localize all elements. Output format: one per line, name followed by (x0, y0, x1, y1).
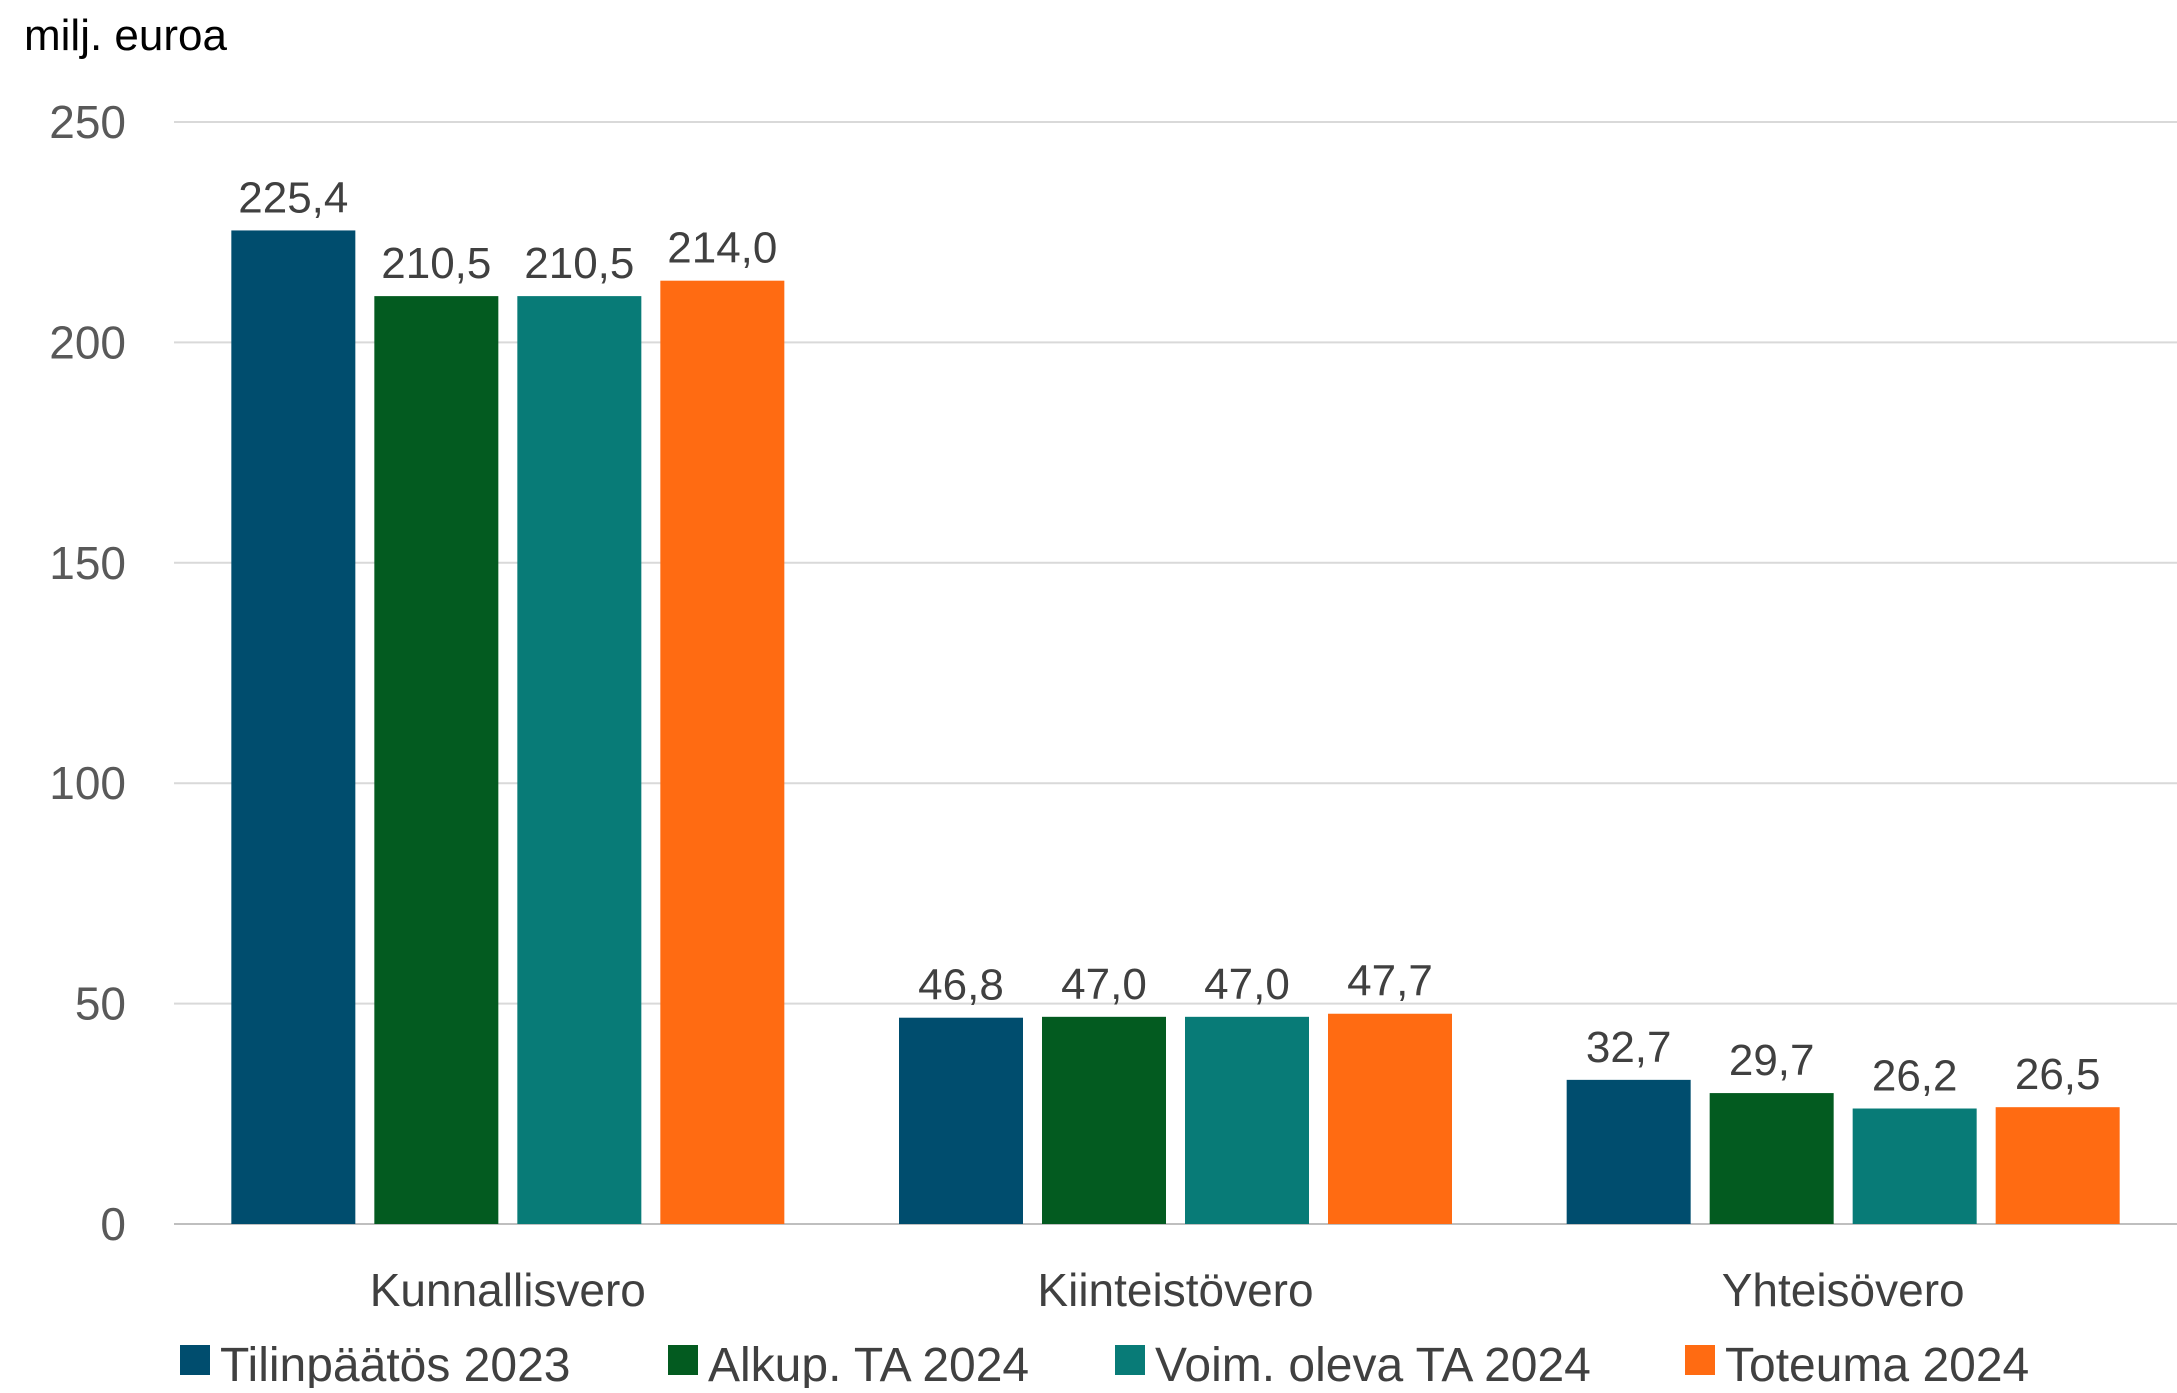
data-label: 32,7 (1586, 1023, 1672, 1072)
legend-label: Alkup. TA 2024 (708, 1339, 1029, 1388)
x-axis-categories: Kunnallisvero Kiinteistövero Yhteisövero (370, 1264, 1965, 1316)
data-label: 47,7 (1347, 957, 1433, 1006)
unit-label: milj. euroa (24, 11, 227, 60)
gridlines (174, 121, 2177, 1225)
data-label: 46,8 (918, 961, 1004, 1010)
legend: Tilinpäätös 2023 Alkup. TA 2024 Voim. olev… (180, 1339, 2029, 1392)
bars (231, 230, 2120, 1225)
legend-label: Tilinpäätös 2023 (220, 1339, 570, 1388)
x-category-label: Kiinteistövero (1037, 1264, 1313, 1316)
bar (1042, 1016, 1166, 1224)
y-tick-label: 150 (49, 537, 126, 589)
bar (1852, 1108, 1977, 1224)
x-category-label: Kunnallisvero (370, 1264, 646, 1316)
data-labels: 225,4 210,5 210,5 214,0 46,8 47,0 47,0 47,7 32,7… (238, 173, 2100, 1100)
legend-swatch (180, 1345, 210, 1375)
legend-swatch (1115, 1345, 1145, 1375)
bar (1709, 1093, 1834, 1224)
legend-label: Voim. oleva TA 2024 (1155, 1339, 1591, 1388)
bar (1328, 1013, 1452, 1224)
data-label: 47,0 (1204, 960, 1290, 1009)
data-label: 26,2 (1872, 1052, 1958, 1101)
bar (231, 230, 356, 1225)
data-label: 214,0 (667, 224, 777, 273)
data-label: 225,4 (238, 173, 348, 222)
y-tick-label: 50 (75, 978, 126, 1030)
data-label: 26,5 (2015, 1050, 2101, 1099)
y-tick-label: 250 (49, 96, 126, 148)
bar (517, 296, 642, 1225)
data-label: 210,5 (381, 239, 491, 288)
legend-swatch (668, 1345, 698, 1375)
bar (1566, 1079, 1691, 1224)
bar (374, 296, 499, 1225)
bar (899, 1017, 1023, 1224)
legend-swatch (1685, 1345, 1715, 1375)
y-tick-label: 100 (49, 757, 126, 809)
data-label: 47,0 (1061, 960, 1147, 1009)
bar (1185, 1016, 1309, 1224)
x-category-label: Yhteisövero (1722, 1264, 1965, 1316)
bar (1995, 1107, 2120, 1224)
y-axis-ticks: 0 50 100 150 200 250 (49, 96, 126, 1250)
bar (660, 280, 785, 1224)
data-label: 210,5 (524, 239, 634, 288)
legend-label: Toteuma 2024 (1725, 1339, 2029, 1388)
y-tick-label: 0 (100, 1198, 126, 1250)
data-label: 29,7 (1729, 1036, 1815, 1085)
y-tick-label: 200 (49, 316, 126, 368)
